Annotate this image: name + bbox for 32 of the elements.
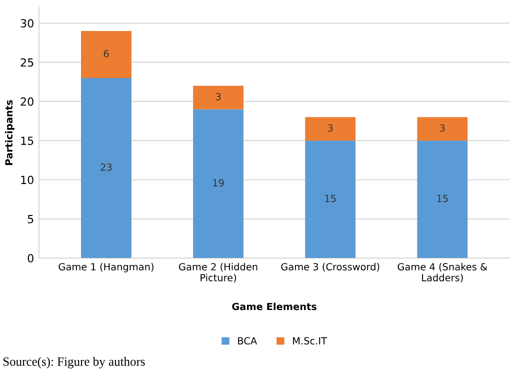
data-label: 6 xyxy=(104,50,109,58)
bar xyxy=(305,117,356,141)
x-tick-label: Game 2 (Hidden Picture) xyxy=(179,262,258,282)
x-tick-label: Game 1 (Hangman) xyxy=(58,262,154,272)
bar xyxy=(417,117,468,141)
x-tick-label: Game 4 (Snakes & Ladders) xyxy=(398,262,488,282)
data-label: 3 xyxy=(440,124,445,132)
y-tick-label: 5 xyxy=(28,215,34,224)
bar xyxy=(81,30,132,78)
data-label: 15 xyxy=(437,194,448,202)
data-label: 3 xyxy=(216,93,221,100)
y-tick-label: 30 xyxy=(20,19,34,28)
y-tick-label: 15 xyxy=(21,136,34,145)
data-label: 19 xyxy=(213,179,224,186)
legend-label: BCA xyxy=(238,337,258,344)
bar xyxy=(417,140,468,258)
x-tick-label: Game 3 (Crossword) xyxy=(281,262,380,272)
source-note: Source(s): Figure by authors xyxy=(3,357,145,368)
data-label: 3 xyxy=(328,124,333,132)
x-axis-title: Game Elements xyxy=(232,302,316,310)
y-tick-label: 10 xyxy=(21,176,34,184)
y-tick-label: 20 xyxy=(20,97,34,106)
bar xyxy=(305,140,356,258)
y-axis-title: Participants xyxy=(5,100,14,165)
bar xyxy=(81,78,132,258)
legend-label: M.Sc.IT xyxy=(293,337,328,344)
y-tick-label: 0 xyxy=(28,254,34,262)
bar xyxy=(193,109,244,258)
data-label: 15 xyxy=(325,194,336,202)
bar xyxy=(193,86,244,110)
y-tick-label: 25 xyxy=(20,58,34,67)
data-label: 23 xyxy=(100,163,112,171)
